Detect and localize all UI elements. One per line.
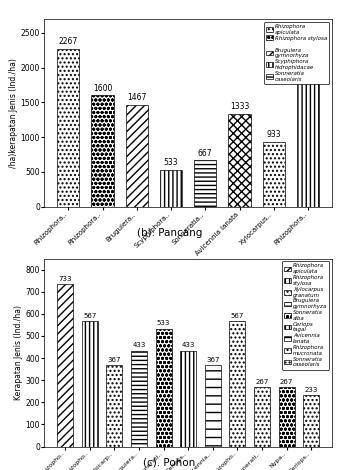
Y-axis label: /ha)kerapatan Jenis (Ind./ha): /ha)kerapatan Jenis (Ind./ha) — [9, 58, 18, 168]
Bar — [205, 365, 221, 446]
Text: 267: 267 — [280, 379, 293, 385]
Bar — [254, 387, 270, 446]
Text: 1867: 1867 — [298, 65, 318, 74]
Legend: Rhizophora
apiculata, Rhizophora
stylosa, Xylocarpus
granatum, Bruguiera
gymnorh: Rhizophora apiculata, Rhizophora stylosa… — [282, 261, 330, 369]
Bar — [106, 365, 122, 446]
Bar — [131, 351, 147, 446]
Bar — [279, 387, 295, 446]
Text: (b). Pancang: (b). Pancang — [137, 227, 202, 238]
Bar — [160, 170, 182, 207]
Legend: Rhizophora
apiculata, Rhizophora stylosa,  , Bruguiera
gymnorhyza, Scyphiphora
h: Rhizophora apiculata, Rhizophora stylosa… — [264, 22, 330, 84]
Text: 733: 733 — [58, 276, 72, 282]
Bar — [230, 321, 245, 446]
Bar — [126, 105, 148, 207]
Bar — [297, 77, 319, 207]
Text: 933: 933 — [266, 130, 281, 139]
Text: 1467: 1467 — [127, 93, 146, 102]
Text: 1333: 1333 — [230, 102, 249, 111]
Text: 433: 433 — [181, 343, 195, 348]
Bar — [303, 395, 319, 446]
Bar — [180, 351, 196, 446]
Text: (c). Pohon: (c). Pohon — [143, 458, 196, 468]
Bar — [92, 95, 114, 207]
Text: 367: 367 — [107, 357, 121, 363]
Bar — [194, 160, 216, 207]
Bar — [57, 284, 73, 446]
Text: 2267: 2267 — [59, 37, 78, 46]
Text: 567: 567 — [83, 313, 97, 319]
Bar — [57, 49, 79, 207]
Text: 1600: 1600 — [93, 84, 112, 93]
Text: 667: 667 — [198, 149, 213, 157]
Text: 533: 533 — [164, 158, 178, 167]
Text: 533: 533 — [157, 321, 170, 326]
Bar — [82, 321, 98, 446]
Bar — [228, 114, 251, 207]
Bar — [156, 329, 172, 446]
Text: 367: 367 — [206, 357, 219, 363]
Bar — [263, 142, 285, 207]
Text: 233: 233 — [304, 387, 318, 393]
Text: 267: 267 — [255, 379, 268, 385]
Y-axis label: Kerapatan Jenis (Ind./ha): Kerapatan Jenis (Ind./ha) — [14, 305, 22, 400]
Text: 433: 433 — [132, 343, 146, 348]
Text: 567: 567 — [231, 313, 244, 319]
